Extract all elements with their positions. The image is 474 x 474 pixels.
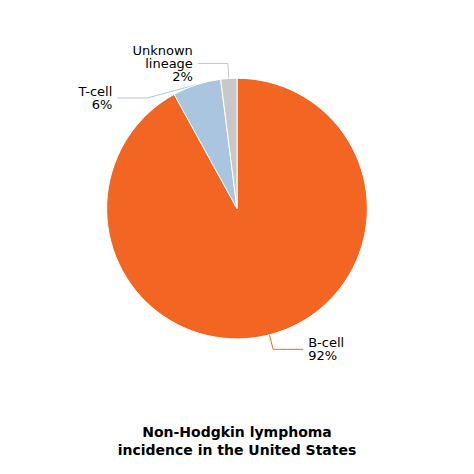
svg-text:92%: 92%: [308, 348, 337, 363]
svg-text:Non-Hodgkin lymphoma: Non-Hodgkin lymphoma: [142, 424, 332, 440]
svg-text:2%: 2%: [172, 69, 193, 84]
svg-text:B-cell: B-cell: [308, 335, 345, 351]
svg-text:incidence in the United States: incidence in the United States: [118, 442, 357, 458]
svg-text:Unknown: Unknown: [132, 43, 193, 58]
svg-text:6%: 6%: [92, 97, 113, 112]
svg-text:T-cell: T-cell: [78, 84, 113, 99]
svg-text:lineage: lineage: [145, 56, 193, 71]
